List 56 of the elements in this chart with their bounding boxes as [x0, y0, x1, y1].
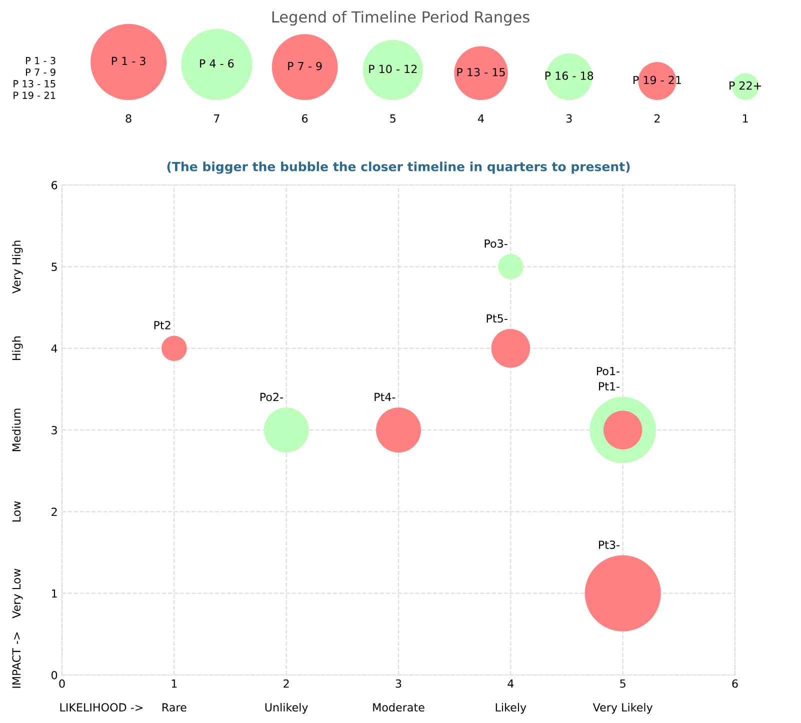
- x-tick-label: 0: [59, 679, 65, 688]
- text: High: [12, 336, 23, 360]
- text: Legend of Timeline Period Ranges: [272, 10, 530, 26]
- data-label: 6: [302, 114, 308, 123]
- y-tick-label: 5: [52, 262, 57, 272]
- annotation: Po3-: [484, 239, 508, 248]
- text: Moderate: [373, 702, 424, 712]
- category-label: P 10 - 12: [369, 64, 417, 74]
- category-label: P 7 - 9: [288, 62, 322, 70]
- text: Likely: [496, 702, 526, 714]
- data-label: 5: [390, 114, 396, 123]
- x-tick-label: 3: [396, 679, 402, 688]
- category-label: P 19 - 21: [634, 76, 681, 84]
- annotation: Pt4-: [374, 392, 396, 402]
- x-tick-label: 6: [732, 679, 738, 688]
- text: P 7 - 9: [26, 68, 56, 76]
- category-label: P 22+: [730, 81, 761, 90]
- text: P 19 - 21: [14, 92, 56, 99]
- text: Medium: [12, 408, 21, 452]
- data-label: 3: [566, 114, 572, 123]
- text: Low: [12, 501, 21, 522]
- text: Rare: [162, 703, 186, 712]
- data-label: 8: [126, 114, 132, 123]
- x-tick-label: 4: [508, 680, 514, 688]
- x-tick-label: 1: [172, 680, 177, 688]
- category-label: P 13 - 15: [457, 68, 505, 76]
- data-label: 7: [214, 114, 220, 123]
- text: Very High: [12, 240, 23, 294]
- text: Very Low: [12, 568, 23, 618]
- data-label: 2: [654, 114, 660, 123]
- y-tick-label: 2: [52, 508, 57, 516]
- x-tick-label: 5: [620, 680, 626, 688]
- text: P 13 - 15: [14, 80, 56, 88]
- annotation: Po2-: [260, 392, 284, 402]
- category-label: P 16 - 18: [545, 72, 594, 80]
- data-label: 1: [743, 114, 748, 123]
- text: Unlikely: [265, 702, 308, 714]
- y-tick-label: 4: [51, 344, 58, 353]
- category-label: P 4 - 6: [200, 59, 234, 68]
- annotation: Pt1-: [599, 382, 620, 390]
- annotation: Pt3-: [599, 540, 620, 549]
- y-tick-label: 1: [52, 589, 57, 598]
- annotation: Pt2: [154, 320, 170, 330]
- annotation: Po1-: [596, 366, 620, 376]
- text: Very Likely: [592, 702, 653, 714]
- y-tick-label: 0: [51, 670, 58, 680]
- text: P 1 - 3: [26, 56, 56, 64]
- y-tick-label: 3: [52, 426, 57, 434]
- annotation: Pt5-: [486, 314, 508, 323]
- y-axis-title: IMPACT ->: [12, 632, 21, 688]
- x-tick-label: 2: [284, 679, 289, 688]
- y-tick-label: 6: [52, 180, 58, 190]
- x-axis-title: LIKELIHOOD ->: [60, 703, 143, 712]
- chart-title: (The bigger the bubble the closer timeline in quarters to present): [167, 162, 630, 174]
- data-label: 4: [478, 114, 484, 123]
- category-label: P 1 - 3: [112, 56, 146, 66]
